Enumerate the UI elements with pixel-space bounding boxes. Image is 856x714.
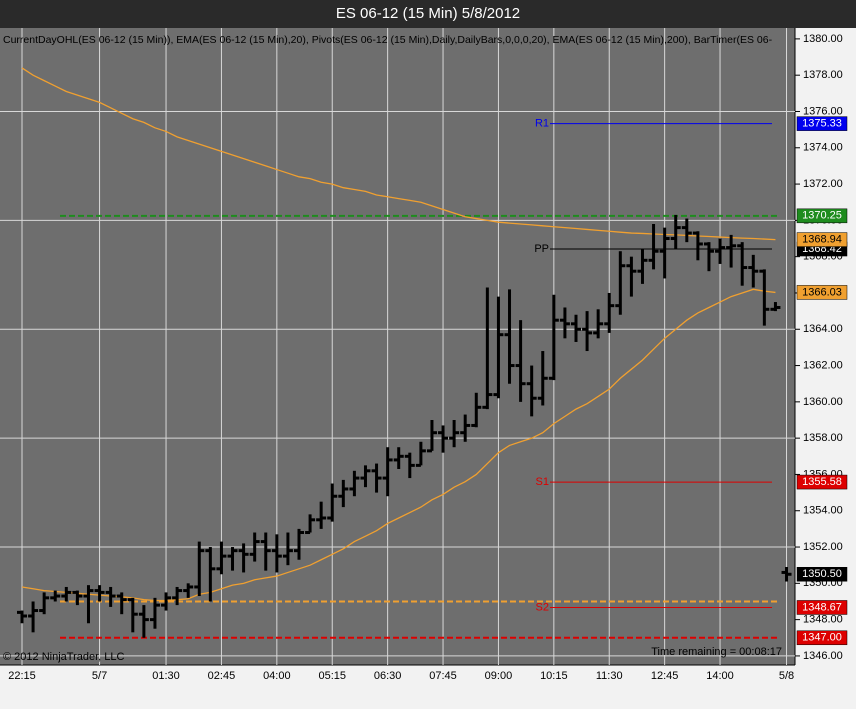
ema-line — [21, 288, 776, 602]
marks: R1 PP S1 S2 — [17, 67, 792, 639]
x-tick-label: 05:15 — [318, 670, 346, 682]
grid — [0, 28, 795, 665]
indicators-label: CurrentDayOHL(ES 06-12 (15 Min)), EMA(ES… — [3, 34, 773, 46]
price-box — [796, 630, 848, 646]
price-box-label: 1366.03 — [802, 286, 842, 298]
price-box-label: 1350.50 — [802, 568, 842, 580]
x-tick-label: 09:00 — [485, 670, 513, 682]
bar-timer: Time remaining = 00:08:17 — [651, 646, 782, 658]
y-tick-label: 1364.00 — [803, 323, 843, 335]
x-tick-label: 22:15 — [8, 670, 36, 682]
title-bar — [0, 0, 856, 28]
price-box-label: 1368.94 — [802, 234, 842, 246]
price-box — [796, 285, 848, 300]
x-tick-label: 10:15 — [540, 670, 568, 682]
labels: 1346.001348.001350.001352.001354.001356.… — [8, 33, 848, 682]
copyright: © 2012 NinjaTrader, LLC — [3, 651, 124, 663]
price-box-label: 1348.67 — [802, 601, 842, 613]
x-axis-area — [0, 665, 795, 709]
x-tick-label: 04:00 — [263, 670, 291, 682]
y-tick-label: 1374.00 — [803, 142, 843, 154]
y-axis-area — [795, 28, 856, 709]
plot-area — [0, 28, 795, 665]
y-tick-label: 1354.00 — [803, 505, 843, 517]
y-tick-label: 1352.00 — [803, 541, 843, 553]
x-tick-label: 12:45 — [651, 670, 679, 682]
pivot-name: PP — [534, 243, 549, 255]
x-tick-label: 11:30 — [596, 670, 623, 682]
x-tick-label: 5/7 — [92, 670, 107, 682]
y-tick-label: 1358.00 — [803, 432, 843, 444]
pivot-name: S2 — [536, 601, 549, 613]
y-tick-label: 1376.00 — [803, 105, 843, 117]
y-tick-label: 1346.00 — [803, 650, 843, 662]
price-box-label: 1355.58 — [802, 476, 842, 488]
price-box — [796, 208, 848, 224]
y-tick-label: 1372.00 — [803, 178, 843, 190]
x-tick-label: 5/8 — [779, 670, 794, 682]
chart-title: ES 06-12 (15 Min) 5/8/2012 — [336, 5, 520, 22]
price-box — [796, 474, 848, 490]
price-box — [796, 116, 848, 131]
y-tick-label: 1362.00 — [803, 359, 843, 371]
price-box — [796, 232, 848, 247]
price-box — [796, 567, 848, 582]
x-tick-label: 01:30 — [152, 670, 180, 682]
price-box-label: 1375.33 — [802, 118, 842, 130]
x-tick-label: 02:45 — [208, 670, 236, 682]
y-tick-label: 1360.00 — [803, 396, 843, 408]
pivot-name: S1 — [536, 476, 549, 488]
y-tick-label: 1378.00 — [803, 69, 843, 81]
x-tick-label: 06:30 — [374, 670, 402, 682]
pivot-name: R1 — [535, 118, 549, 130]
ema-line — [21, 67, 776, 241]
y-tick-label: 1380.00 — [803, 33, 843, 45]
x-tick-label: 07:45 — [429, 670, 457, 682]
price-box-label: 1347.00 — [802, 632, 842, 644]
x-tick-label: 14:00 — [706, 670, 734, 682]
price-box-label: 1370.25 — [802, 210, 842, 222]
y-tick-label: 1348.00 — [803, 614, 843, 626]
price-box — [796, 600, 848, 615]
